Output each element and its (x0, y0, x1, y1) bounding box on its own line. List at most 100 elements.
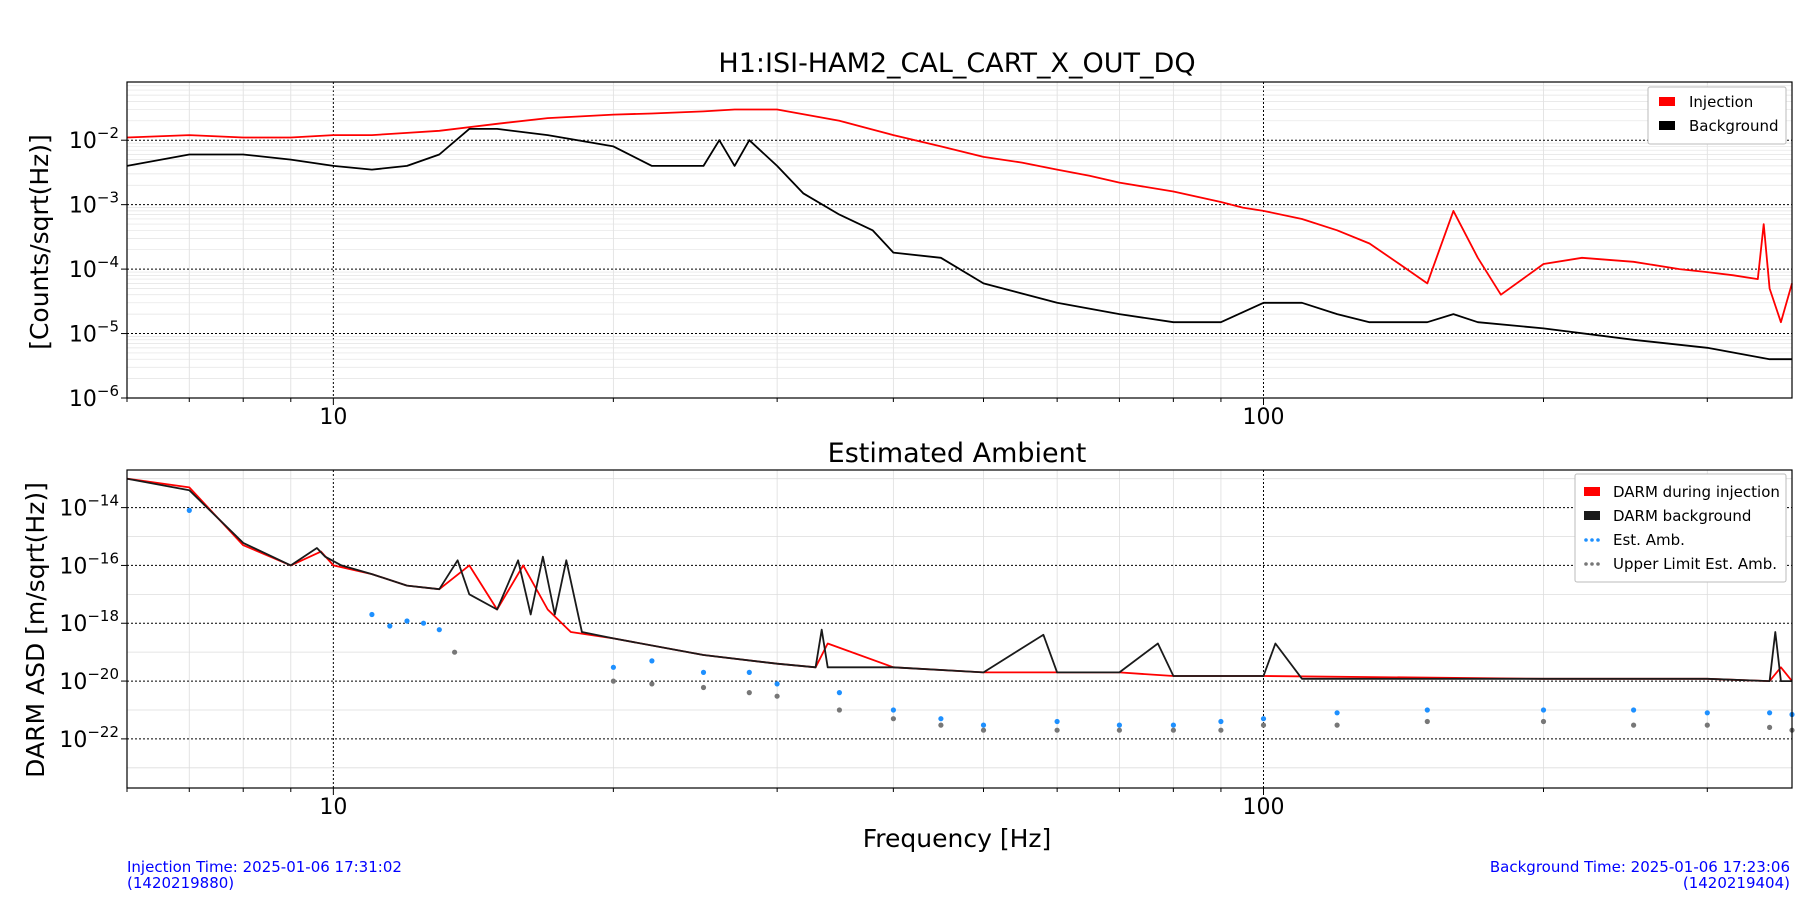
data-point-upper-limit-est-amb- (1260, 722, 1267, 728)
data-point-upper-limit-est-amb- (746, 690, 752, 696)
data-point-est-amb- (610, 664, 617, 670)
bottom-legend-label-upper-limit: Upper Limit Est. Amb. (1613, 555, 1777, 573)
top-chart-x-ticks: 10 100 (319, 405, 1284, 430)
data-point-upper-limit-est-amb- (890, 716, 897, 722)
bottom-chart-y-ticks: 10−14 10−16 10−18 10−20 10−22 (59, 492, 127, 753)
data-point-est-amb- (938, 716, 944, 722)
y-tick-label: 10−20 (59, 665, 119, 695)
bottom-chart-gridlines (126, 470, 1792, 795)
data-point-est-amb- (836, 690, 843, 696)
bottom-legend-swatch-darm-injection (1584, 487, 1600, 496)
x-tick-label: 10 (319, 795, 347, 820)
bottom-chart-y-axis-label: DARM ASD [m/sqrt(Hz)] (21, 482, 50, 778)
legend-dot (1584, 538, 1588, 542)
legend-dot (1590, 562, 1594, 566)
data-point-est-amb- (404, 618, 410, 624)
data-point-upper-limit-est-amb- (649, 681, 655, 687)
top-chart-frame (126, 81, 1793, 399)
bottom-legend-label-est-amb: Est. Amb. (1613, 531, 1685, 549)
data-point-est-amb- (1631, 707, 1637, 713)
data-point-upper-limit-est-amb- (1116, 727, 1122, 733)
legend-dot (1590, 538, 1594, 542)
series-points-upper-limit-est-amb- (452, 649, 1795, 733)
series-line-background (126, 127, 1792, 361)
data-point-upper-limit-est-amb- (700, 684, 707, 691)
data-point-est-amb- (1424, 707, 1430, 713)
data-point-est-amb- (1540, 707, 1547, 713)
y-tick-label: 10−22 (59, 723, 119, 753)
data-point-est-amb- (700, 669, 707, 676)
data-point-upper-limit-est-amb- (610, 678, 617, 684)
data-point-upper-limit-est-amb- (774, 693, 780, 699)
data-point-est-amb- (649, 658, 655, 664)
data-point-est-amb- (890, 707, 897, 713)
series-line-injection (126, 108, 1793, 324)
bottom-chart-series (126, 477, 1795, 733)
bottom-legend-box (1574, 473, 1787, 583)
bottom-legend-label-darm-injection: DARM during injection (1613, 483, 1780, 501)
data-point-upper-limit-est-amb- (1424, 718, 1430, 725)
background-time-footer: Background Time: 2025-01-06 17:23:06 (14… (1490, 859, 1790, 891)
bottom-chart-title: Estimated Ambient (828, 438, 1087, 469)
y-tick-label: 10−5 (69, 318, 119, 348)
top-chart-gridlines (126, 81, 1792, 405)
top-chart-y-axis-label: [Counts/sqrt(Hz)] (25, 134, 54, 350)
bottom-chart-x-ticks: 10 100 (319, 795, 1284, 820)
y-tick-label: 10−4 (69, 253, 119, 283)
legend-dot (1596, 538, 1600, 542)
bottom-chart-panel: Estimated Ambient DARM ASD [m/sqrt(Hz)] … (21, 438, 1795, 853)
legend-dot (1584, 562, 1588, 566)
x-tick-label: 100 (1242, 795, 1284, 820)
bottom-chart-frame (126, 469, 1793, 789)
bottom-legend-label-darm-background: DARM background (1613, 507, 1751, 525)
y-tick-label: 10−2 (69, 124, 119, 154)
top-chart-legend: Injection Background (1647, 86, 1787, 145)
data-point-est-amb- (186, 507, 192, 513)
top-chart-panel: H1:ISI-HAM2_CAL_CART_X_OUT_DQ [Counts/sq… (25, 48, 1793, 430)
top-chart-series (126, 108, 1793, 361)
data-point-upper-limit-est-amb- (980, 727, 987, 733)
bottom-chart-x-axis-label: Frequency [Hz] (863, 824, 1052, 853)
data-point-est-amb- (436, 627, 442, 633)
injection-gps-text: (1420219880) (127, 874, 235, 892)
data-point-upper-limit-est-amb- (1054, 727, 1060, 733)
background-time-text: Background Time: 2025-01-06 17:23:06 (1489, 858, 1790, 876)
data-point-upper-limit-est-amb- (1334, 722, 1340, 728)
injection-time-footer: Injection Time: 2025-01-06 17:31:02 (142… (127, 859, 402, 891)
data-point-est-amb- (1704, 710, 1710, 716)
injection-time-text: Injection Time: 2025-01-06 17:31:02 (127, 858, 402, 876)
data-point-est-amb- (1116, 722, 1122, 728)
y-tick-label: 10−14 (59, 492, 119, 522)
y-tick-label: 10−16 (59, 549, 119, 579)
y-tick-label: 10−18 (59, 607, 119, 637)
data-point-est-amb- (1767, 710, 1773, 716)
bottom-legend-marker-est-amb (1584, 538, 1600, 542)
series-points-est-amb- (186, 507, 1795, 728)
data-point-upper-limit-est-amb- (452, 649, 458, 655)
data-point-upper-limit-est-amb- (1767, 724, 1773, 731)
data-point-upper-limit-est-amb- (836, 707, 843, 713)
data-point-upper-limit-est-amb- (938, 722, 944, 728)
y-tick-label: 10−3 (69, 189, 119, 219)
x-tick-label: 100 (1242, 405, 1284, 430)
data-point-est-amb- (774, 681, 780, 687)
data-point-est-amb- (387, 623, 393, 629)
top-legend-label-injection: Injection (1689, 93, 1753, 111)
bottom-chart-legend: DARM during injection DARM background Es… (1574, 473, 1787, 583)
bottom-legend-swatch-darm-background (1584, 511, 1600, 520)
data-point-upper-limit-est-amb- (1170, 727, 1176, 733)
data-point-upper-limit-est-amb- (1704, 722, 1710, 728)
top-chart-y-ticks: 10−2 10−3 10−4 10−5 10−6 (69, 124, 127, 412)
top-chart-title: H1:ISI-HAM2_CAL_CART_X_OUT_DQ (718, 48, 1195, 79)
data-point-est-amb- (1054, 718, 1060, 725)
bottom-legend-marker-upper-limit (1584, 562, 1600, 566)
y-tick-label: 10−6 (69, 382, 119, 412)
series-line-darm-during-injection (126, 477, 1793, 682)
data-point-est-amb- (1334, 710, 1340, 716)
data-point-upper-limit-est-amb- (1631, 722, 1637, 728)
data-point-upper-limit-est-amb- (1218, 727, 1224, 733)
top-legend-label-background: Background (1689, 117, 1779, 135)
series-line-darm-background (126, 477, 1792, 682)
data-point-est-amb- (746, 669, 752, 676)
